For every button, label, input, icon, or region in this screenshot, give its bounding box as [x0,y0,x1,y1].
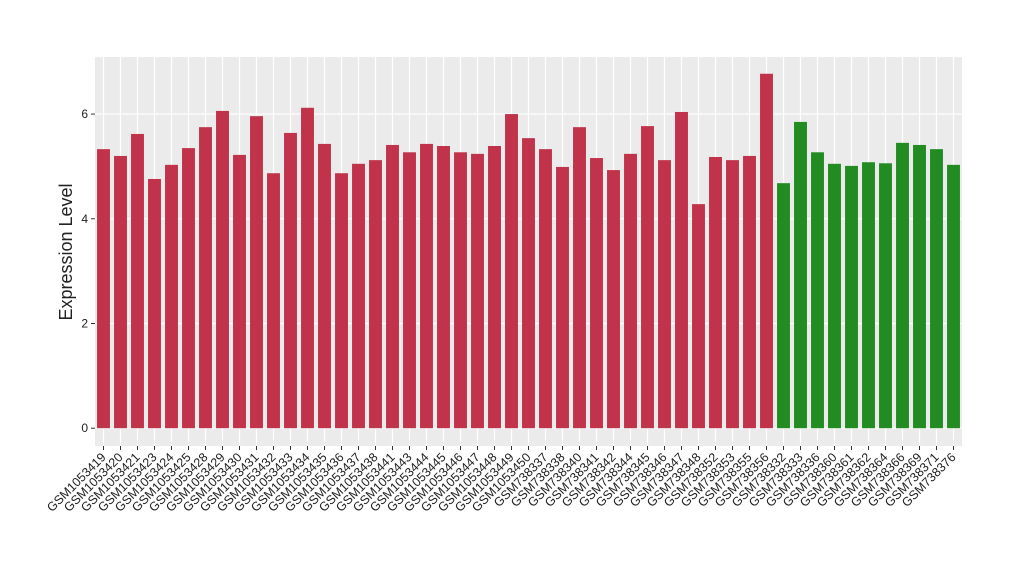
bar [862,162,875,429]
bar [913,144,926,429]
bar [114,155,127,429]
bar [777,183,790,429]
bar [454,152,467,429]
bar [641,126,654,429]
bar [97,149,110,429]
bar [607,170,620,429]
bar [828,163,841,429]
bar [216,110,229,429]
bar [896,142,909,429]
bar [675,111,688,429]
bar [199,127,212,429]
bar [726,160,739,429]
bar [709,156,722,429]
bar [284,132,297,429]
bar [267,173,280,429]
y-tick-label: 0 [81,421,88,435]
bar [131,133,144,429]
bar [590,158,603,429]
bar [488,146,501,429]
bar [743,155,756,429]
bar [318,143,331,429]
bar [624,153,637,429]
bar [352,163,365,429]
y-tick-label: 4 [81,212,88,226]
bar [250,116,263,429]
bar [369,160,382,429]
y-axis-title: Expression Level [56,183,76,320]
bar [930,149,943,429]
bar [165,164,178,429]
y-tick-label: 6 [81,107,88,121]
bar [794,121,807,429]
bar [386,144,399,429]
bar [556,166,569,429]
bar [233,154,246,429]
bar [539,149,552,429]
bar [420,143,433,429]
bar [335,173,348,429]
bar [471,153,484,429]
bar [182,148,195,429]
bar [437,146,450,429]
bar [505,114,518,429]
bar [301,107,314,429]
bar [658,160,671,429]
bar [947,164,960,429]
bar [522,138,535,429]
bar [148,178,161,429]
bar [760,73,773,429]
bar [879,163,892,429]
bar [573,127,586,429]
y-tick-label: 2 [81,316,88,330]
bar [692,204,705,429]
bar [403,152,416,429]
bar [845,165,858,429]
bar [811,152,824,429]
